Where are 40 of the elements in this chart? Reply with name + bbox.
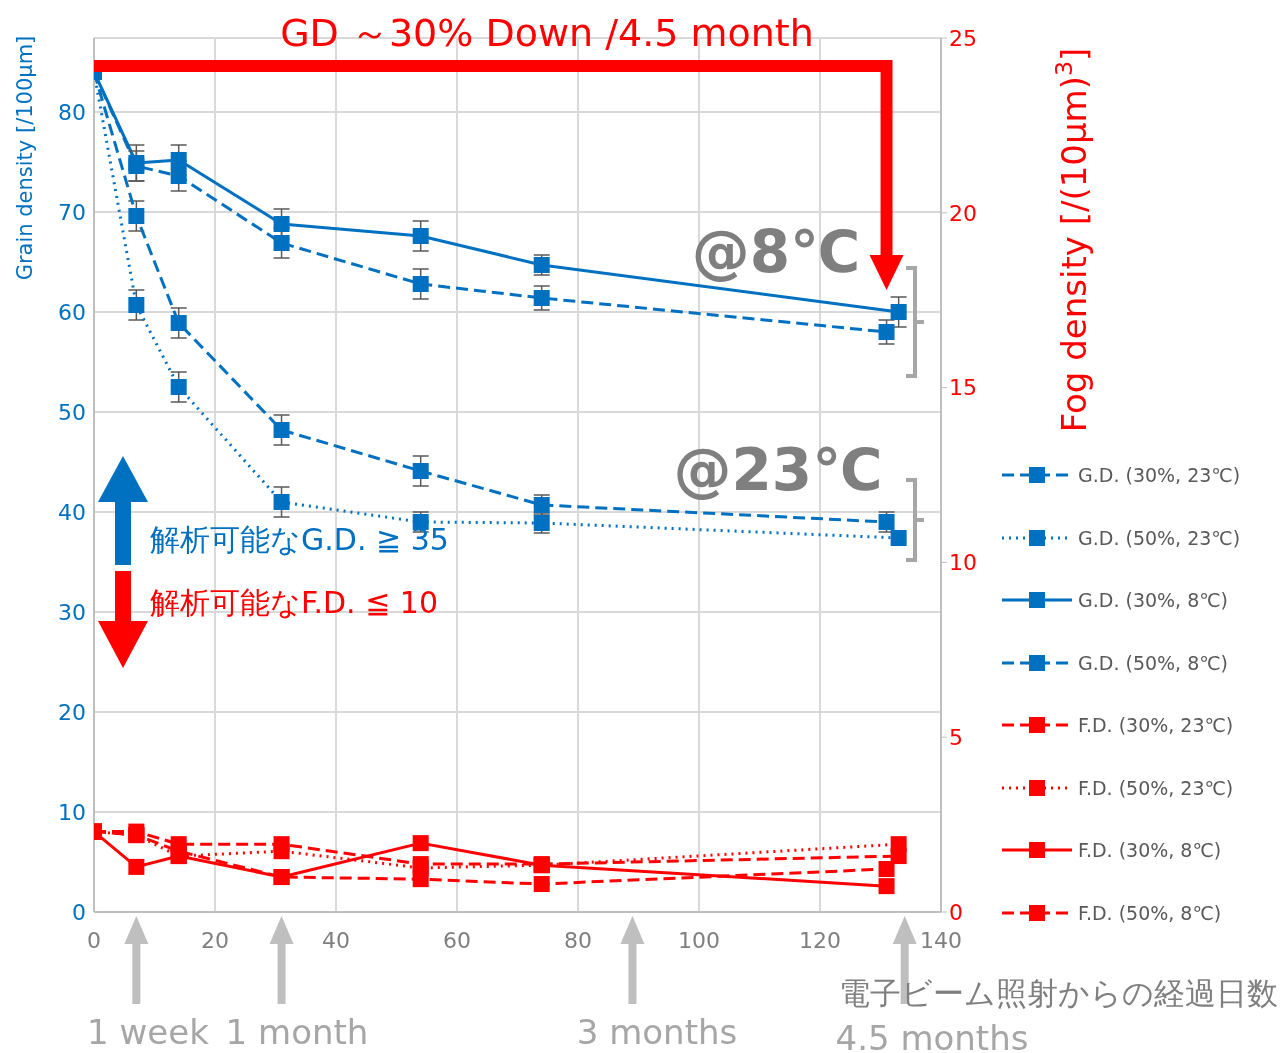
y-tick-label: 30 [58,599,86,625]
x-tick-label: 60 [443,927,471,953]
y2-tick-label: 25 [949,25,977,51]
text: 3 months [576,1012,738,1052]
text: 4.5 months [835,1018,1029,1053]
x-tick-label: 20 [201,927,229,953]
y-tick-label: 60 [58,299,86,325]
y-tick-label: 80 [58,99,86,125]
y-tick-label: 0 [72,899,86,925]
y2-tick-label: 20 [949,200,977,226]
legend-label: G.D. (30%, 8℃) [1078,589,1229,612]
y2-tick-label: 5 [949,725,963,751]
y-axis-title: Grain density [/100μm] [13,35,37,281]
x-tick-label: 120 [799,927,841,953]
x-tick-label: 140 [920,927,962,953]
legend-label: G.D. (50%, 23℃) [1078,526,1241,549]
legend-label: G.D. (30%, 23℃) [1078,464,1241,487]
x-tick-label: 40 [322,927,350,953]
legend-label: F.D. (30%, 23℃) [1078,714,1234,737]
legend-label: F.D. (30%, 8℃) [1078,839,1222,862]
y2-tick-label: 15 [949,375,977,401]
y-tick-label: 50 [58,399,86,425]
annotation: @8℃ [691,218,861,286]
legend-label: G.D. (50%, 8℃) [1078,651,1229,674]
chart-title: GD ～30% Down /4.5 month [280,11,814,55]
annotation: @23℃ [673,436,883,504]
x-tick-label: 80 [564,927,592,953]
annotation: 解析可能なF.D. ≦ 10 [150,585,438,620]
y-tick-label: 10 [58,799,86,825]
y2-tick-label: 0 [949,899,963,925]
y2-tick-label: 10 [949,550,977,576]
text: 1 week [87,1012,210,1052]
x-axis-title: 電子ビーム照射からの経過日数 [839,975,1278,1011]
y-tick-label: 40 [58,499,86,525]
y-tick-label: 20 [58,699,86,725]
legend-label: F.D. (50%, 8℃) [1078,901,1222,924]
legend-label: F.D. (50%, 23℃) [1078,776,1234,799]
y-tick-label: 70 [58,199,86,225]
text: 1 month [225,1012,369,1052]
x-tick-label: 100 [678,927,720,953]
